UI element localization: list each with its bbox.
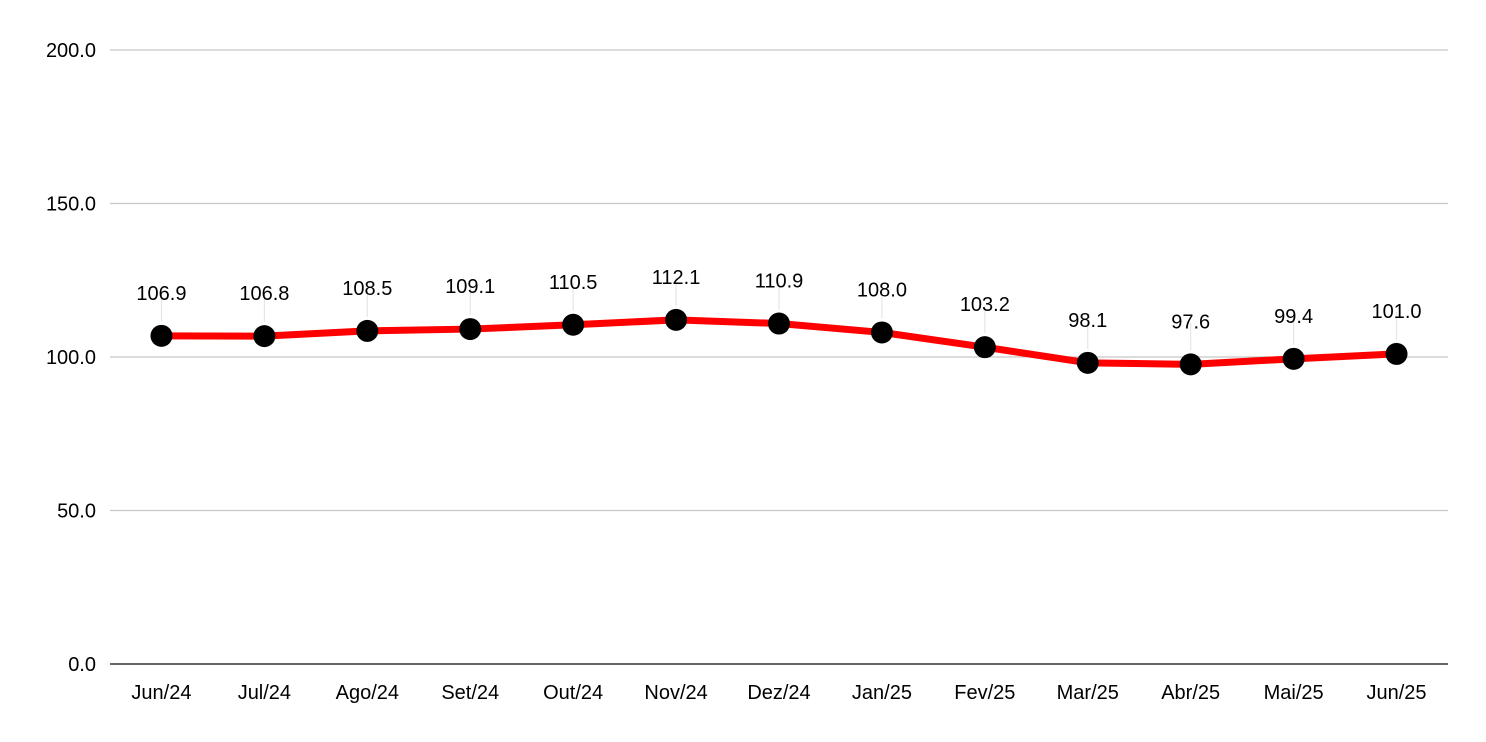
x-tick-label: Out/24 bbox=[543, 682, 603, 704]
data-label: 97.6 bbox=[1171, 311, 1210, 333]
data-point bbox=[1076, 351, 1099, 374]
data-point bbox=[973, 336, 996, 359]
data-label: 106.8 bbox=[239, 283, 289, 305]
data-label: 108.0 bbox=[857, 279, 907, 301]
x-tick-label: Dez/24 bbox=[747, 682, 810, 704]
data-point bbox=[768, 312, 790, 335]
data-point bbox=[870, 321, 893, 344]
data-point-markers bbox=[150, 308, 1408, 376]
x-tick-label: Fev/25 bbox=[954, 682, 1015, 704]
data-label: 110.9 bbox=[755, 271, 804, 293]
data-point bbox=[253, 325, 276, 348]
data-point bbox=[665, 308, 688, 331]
x-tick-label: Mar/25 bbox=[1057, 682, 1119, 704]
x-tick-label: Jul/24 bbox=[238, 682, 291, 704]
data-point bbox=[459, 318, 482, 341]
y-tick-label: 100.0 bbox=[46, 347, 96, 369]
data-point bbox=[562, 313, 585, 336]
x-tick-label: Jan/25 bbox=[852, 682, 912, 704]
data-label: 112.1 bbox=[652, 267, 701, 289]
x-tick-label: Jun/24 bbox=[131, 682, 191, 704]
data-point bbox=[1385, 342, 1408, 365]
data-label: 106.9 bbox=[136, 283, 186, 305]
data-label: 103.2 bbox=[960, 294, 1010, 316]
data-point bbox=[1179, 353, 1202, 376]
y-tick-label: 0.0 bbox=[68, 654, 96, 676]
gridlines bbox=[110, 49, 1448, 665]
data-point bbox=[1282, 347, 1305, 370]
x-tick-label: Set/24 bbox=[441, 682, 499, 704]
x-tick-label: Nov/24 bbox=[644, 682, 707, 704]
y-axis-tick-labels: 0.0 50.0 100.0 150.0 200.0 bbox=[46, 40, 96, 676]
data-labels: 106.9 106.8 108.5 109.1 110.5 112.1 110.9 108.0… bbox=[136, 267, 1421, 334]
data-point bbox=[150, 324, 173, 347]
x-tick-label: Ago/24 bbox=[336, 682, 399, 704]
x-tick-label: Jun/25 bbox=[1367, 682, 1427, 704]
data-label: 99.4 bbox=[1274, 306, 1313, 328]
y-tick-label: 50.0 bbox=[57, 501, 96, 523]
x-axis-tick-labels: Jun/24 Jul/24 Ago/24 Set/24 Out/24 Nov/24 Dez/… bbox=[131, 682, 1426, 704]
y-tick-label: 200.0 bbox=[46, 40, 96, 62]
data-label: 101.0 bbox=[1372, 301, 1422, 323]
y-tick-label: 150.0 bbox=[46, 194, 96, 216]
data-label: 98.1 bbox=[1068, 310, 1107, 332]
data-label-leaders bbox=[160, 277, 1398, 351]
x-tick-label: Abr/25 bbox=[1161, 682, 1220, 704]
data-label: 108.5 bbox=[342, 278, 392, 300]
data-point bbox=[356, 319, 379, 342]
data-label: 109.1 bbox=[445, 276, 495, 298]
x-tick-label: Mai/25 bbox=[1264, 682, 1324, 704]
data-label: 110.5 bbox=[549, 272, 598, 294]
